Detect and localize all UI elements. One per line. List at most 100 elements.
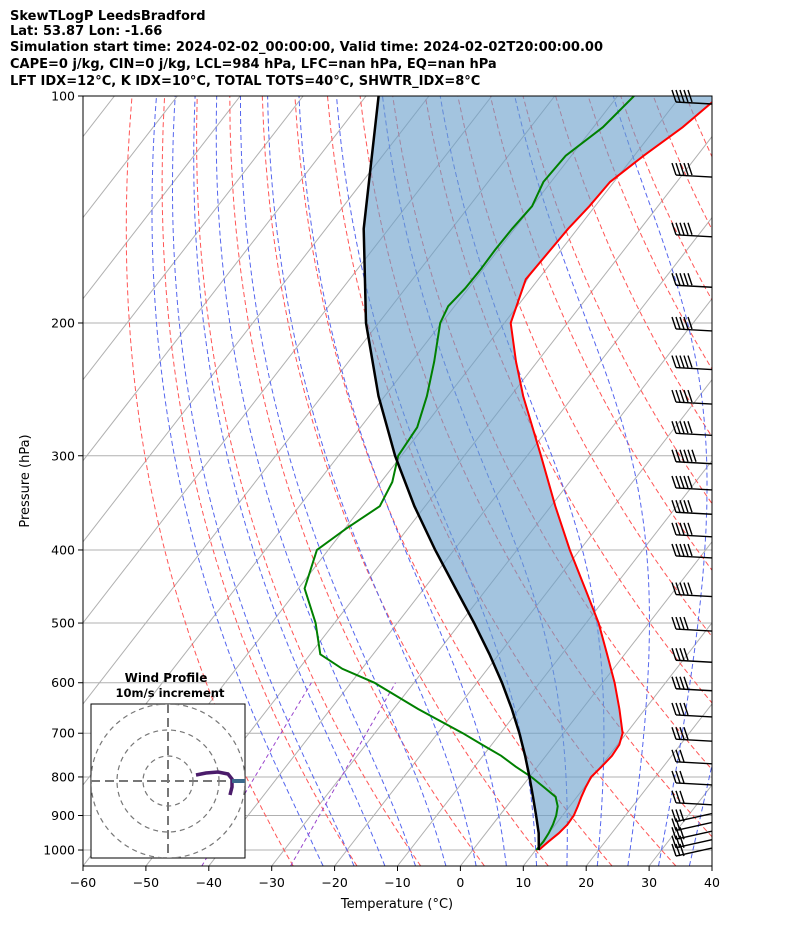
wind-barb-flag bbox=[679, 522, 685, 536]
dry-adiabat bbox=[261, 96, 549, 866]
y-tick-label: 800 bbox=[51, 769, 75, 784]
wind-barb-flag bbox=[671, 843, 677, 857]
wind-barb-flag bbox=[671, 316, 677, 330]
wind-barb-staff bbox=[675, 738, 713, 742]
wind-barb-flag bbox=[683, 616, 689, 630]
dry-adiabat bbox=[125, 96, 294, 866]
wind-barb-flag bbox=[679, 616, 685, 630]
wind-barb bbox=[671, 543, 713, 559]
wind-barb-flag bbox=[683, 543, 689, 557]
wind-barb bbox=[671, 162, 713, 178]
wind-barb bbox=[671, 809, 713, 823]
wind-barb-flag bbox=[691, 449, 697, 462]
wind-barb-flag bbox=[687, 449, 693, 462]
wind-barb-flag bbox=[687, 355, 693, 368]
moist-adiabat bbox=[172, 96, 355, 866]
wind-barb bbox=[671, 316, 713, 332]
wind-barb-staff bbox=[675, 847, 713, 857]
parcel-line bbox=[362, 96, 541, 851]
isotherm bbox=[711, 865, 712, 866]
wind-barb-staff bbox=[675, 688, 713, 692]
wind-barb-flag bbox=[679, 273, 685, 286]
moist-adiabat bbox=[240, 96, 447, 866]
y-tick-label: 1000 bbox=[43, 843, 75, 858]
wind-barb-staff bbox=[675, 534, 713, 538]
wind-barb-staff bbox=[675, 284, 713, 288]
wind-barb-flag bbox=[675, 835, 681, 848]
wind-barb-flag bbox=[671, 616, 677, 630]
wind-barb-flag bbox=[683, 582, 689, 595]
wind-barb-flag bbox=[679, 475, 685, 489]
wind-barb bbox=[671, 389, 713, 405]
wind-barb-flag bbox=[671, 648, 677, 661]
wind-barb-staff bbox=[675, 328, 713, 332]
wind-barb-staff bbox=[675, 812, 713, 823]
wind-barb bbox=[671, 648, 713, 663]
y-tick-label: 600 bbox=[51, 675, 75, 690]
wind-barb-flag bbox=[683, 449, 689, 462]
x-axis-label: Temperature (°C) bbox=[340, 897, 453, 912]
wind-barb-staff bbox=[675, 555, 713, 559]
wind-barb-flag bbox=[671, 727, 677, 740]
wind-barb-staff bbox=[675, 401, 713, 405]
wind-barb-flag bbox=[679, 843, 685, 857]
wind-barb bbox=[671, 702, 713, 718]
wind-barb-flag bbox=[671, 475, 677, 489]
wind-barb-flag bbox=[679, 770, 685, 784]
x-tick-label: −20 bbox=[321, 875, 347, 890]
wind-barb bbox=[671, 818, 713, 832]
wind-barb bbox=[671, 827, 713, 840]
dewpoint-line bbox=[303, 96, 635, 851]
wind-barb-flag bbox=[671, 421, 677, 434]
dry-adiabat bbox=[555, 96, 712, 438]
wind-barb-flag bbox=[679, 449, 685, 462]
wind-barb-staff bbox=[675, 366, 713, 371]
wind-barb-flag bbox=[671, 835, 677, 848]
indices-line-2: LFT IDX=12°C, K IDX=10°C, TOTAL TOTS=40°… bbox=[10, 74, 481, 89]
wind-barb-flag bbox=[671, 522, 677, 536]
wind-barb-flag bbox=[675, 273, 681, 286]
wind-barb bbox=[671, 582, 713, 598]
wind-barb-flag bbox=[671, 827, 677, 840]
x-tick-label: 40 bbox=[704, 875, 720, 890]
wind-barb-flag bbox=[671, 818, 677, 831]
wind-barb-flag bbox=[683, 316, 689, 330]
wind-barb-flag bbox=[671, 222, 677, 235]
wind-barb-flag bbox=[675, 676, 681, 689]
wind-barb-staff bbox=[675, 659, 713, 663]
wind-barb-flag bbox=[679, 543, 685, 557]
y-tick-label: 900 bbox=[51, 808, 75, 823]
wind-barb-flag bbox=[679, 749, 685, 763]
wind-barb-flag bbox=[687, 582, 693, 595]
wind-barb bbox=[671, 616, 713, 632]
wind-barb-flag bbox=[687, 543, 693, 557]
time-line: Simulation start time: 2024-02-02_00:00:… bbox=[10, 40, 603, 55]
wind-barb-flag bbox=[671, 809, 677, 822]
wind-barb-flag bbox=[679, 421, 685, 434]
isotherm bbox=[83, 96, 367, 462]
wind-barb-flag bbox=[675, 582, 681, 595]
wind-barb-flag bbox=[675, 355, 681, 368]
wind-barb-flag bbox=[679, 582, 685, 595]
wind-barb-staff bbox=[675, 839, 713, 849]
chart-title: SkewTLogP LeedsBradford bbox=[10, 9, 206, 24]
wind-barb-flag bbox=[671, 273, 677, 286]
wind-barb-flag bbox=[671, 702, 677, 716]
wind-barb-staff bbox=[675, 628, 713, 632]
wind-barb-flag bbox=[687, 222, 693, 235]
isotherm bbox=[271, 297, 712, 866]
wind-barb bbox=[671, 522, 713, 538]
wind-barb-flag bbox=[675, 727, 681, 740]
wind-barb-flag bbox=[675, 543, 681, 557]
wind-barb-flag bbox=[675, 770, 681, 784]
wind-barb-staff bbox=[675, 782, 713, 786]
wind-barb bbox=[671, 273, 713, 288]
y-tick-label: 700 bbox=[51, 726, 75, 741]
wind-barb bbox=[671, 449, 713, 465]
wind-barb bbox=[671, 770, 713, 786]
wind-barb bbox=[671, 500, 713, 515]
wind-barb-flag bbox=[679, 355, 685, 368]
wind-barb-staff bbox=[675, 461, 713, 465]
isotherm bbox=[83, 96, 304, 381]
wind-barb-flag bbox=[679, 676, 685, 689]
